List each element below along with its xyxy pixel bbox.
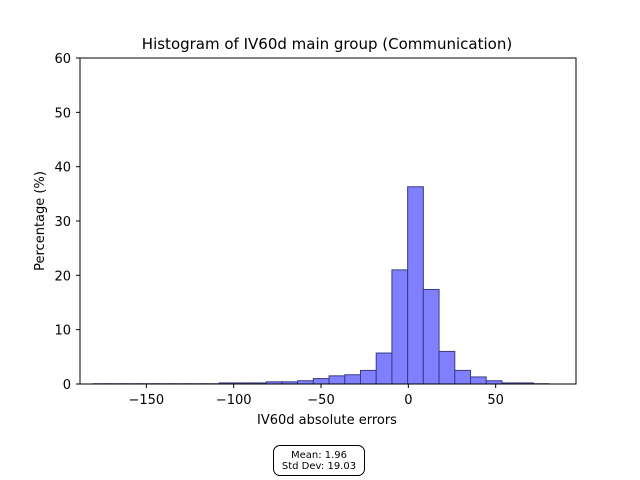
x-tick-label: −100 <box>216 393 252 408</box>
y-tick-label: 40 <box>54 161 71 176</box>
y-tick-label: 20 <box>54 269 71 284</box>
histogram-bar <box>328 375 346 385</box>
y-tick-label: 30 <box>54 215 71 230</box>
stats-annotation-box: Mean: 1.96 Std Dev: 19.03 <box>273 445 365 476</box>
x-tick-label: −150 <box>129 393 165 408</box>
axes-group: −150 −100 −50 0 50 0 10 20 30 40 50 60 <box>54 52 577 408</box>
histogram-bar <box>407 186 424 385</box>
histogram-bar <box>438 350 456 385</box>
y-tick-label: 60 <box>54 52 71 67</box>
histogram-bar <box>422 288 440 385</box>
y-tick-label: 50 <box>54 106 71 121</box>
x-axis-label: IV60d absolute errors <box>257 413 397 428</box>
histogram-bar <box>470 376 487 385</box>
histogram-bar <box>344 374 361 385</box>
y-tick-label: 10 <box>54 324 71 339</box>
std-dev-text: Std Dev: 19.03 <box>281 461 357 472</box>
histogram-bar <box>359 369 377 385</box>
histogram-bar <box>375 352 393 385</box>
histogram-bar <box>312 378 330 385</box>
x-tick-label: 0 <box>404 393 412 408</box>
bars-group <box>92 186 550 385</box>
x-tick-label: 50 <box>487 393 504 408</box>
plot-frame <box>79 57 577 385</box>
y-axis-label: Percentage (%) <box>33 171 48 271</box>
histogram-bar <box>454 369 472 385</box>
x-tick-label: −50 <box>307 393 334 408</box>
y-tick-label: 0 <box>63 378 71 393</box>
mean-text: Mean: 1.96 <box>290 450 348 461</box>
histogram-bar <box>391 269 409 385</box>
chart-title: Histogram of IV60d main group (Communica… <box>142 35 512 53</box>
